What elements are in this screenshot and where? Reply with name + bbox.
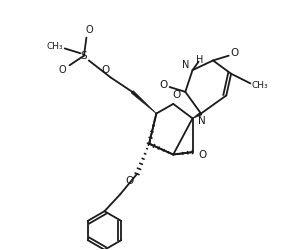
Text: O: O — [126, 176, 134, 186]
Text: O: O — [230, 48, 239, 58]
Text: N: N — [198, 116, 206, 126]
Polygon shape — [131, 91, 156, 114]
Text: O: O — [102, 65, 110, 75]
Polygon shape — [193, 112, 202, 118]
Text: CH₃: CH₃ — [252, 81, 268, 90]
Text: O: O — [159, 80, 168, 90]
Text: O: O — [85, 25, 93, 35]
Text: CH₃: CH₃ — [47, 42, 63, 50]
Text: H: H — [196, 56, 203, 66]
Text: S: S — [81, 51, 87, 61]
Text: O: O — [173, 90, 181, 101]
Text: O: O — [198, 150, 206, 160]
Text: O: O — [58, 65, 66, 75]
Text: N: N — [182, 60, 189, 70]
